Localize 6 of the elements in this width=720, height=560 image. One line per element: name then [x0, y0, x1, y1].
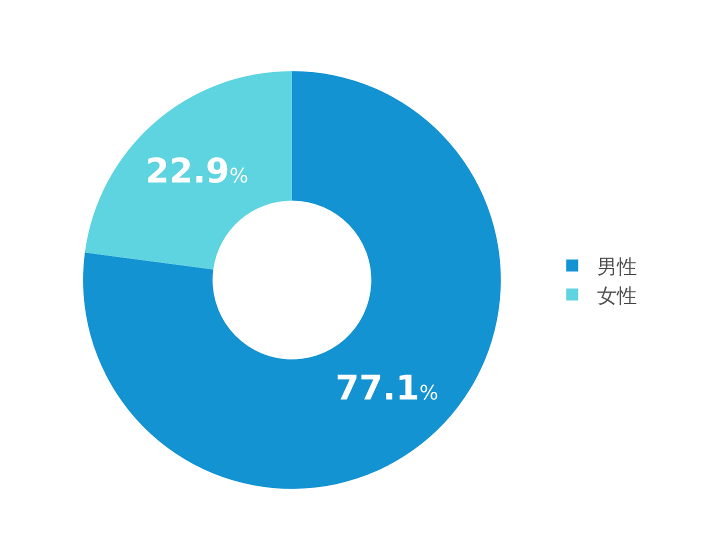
data-label: 77.1% — [335, 368, 438, 408]
donut-slice — [83, 71, 501, 489]
data-label: 22.9% — [146, 152, 248, 192]
legend-label: 女性 — [597, 283, 638, 308]
legend-label: 男性 — [597, 254, 638, 278]
donut-slice — [84, 71, 292, 270]
